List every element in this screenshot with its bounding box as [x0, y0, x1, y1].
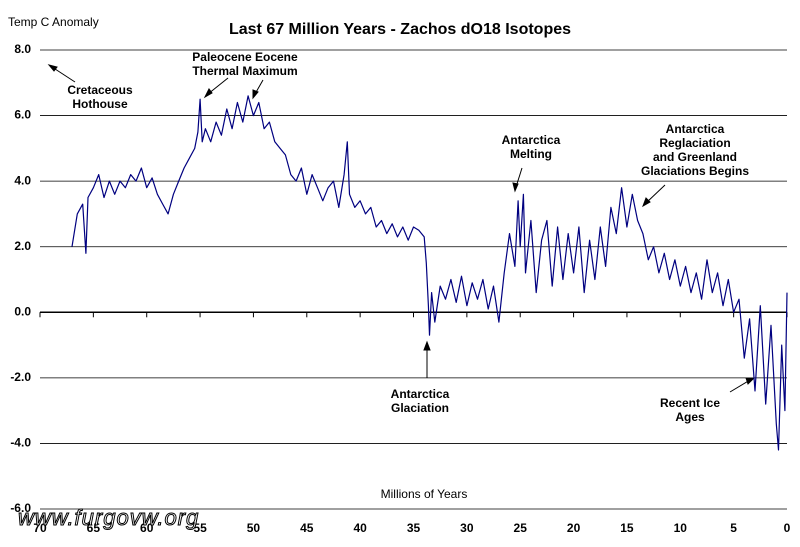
annotation: Glaciations Begins — [641, 164, 749, 178]
annotation: Melting — [510, 147, 552, 161]
annotation: Antarctica — [666, 122, 725, 136]
y-tick-label: 8.0 — [14, 42, 31, 56]
annotation: Antarctica — [391, 387, 450, 401]
annotation: Cretaceous — [67, 83, 133, 97]
annotation: Reglaciation — [659, 136, 730, 150]
x-tick-label: 0 — [784, 521, 791, 535]
x-tick-label: 35 — [407, 521, 421, 535]
y-tick-label: -2.0 — [10, 370, 31, 384]
y-tick-label: -4.0 — [10, 436, 31, 450]
x-tick-label: 5 — [730, 521, 737, 535]
y-tick-label: 4.0 — [14, 173, 31, 187]
annotation: Recent Ice — [660, 396, 720, 410]
x-tick-label: 45 — [300, 521, 314, 535]
chart-title: Last 67 Million Years - Zachos dO18 Isot… — [229, 21, 571, 38]
x-tick-label: 65 — [87, 521, 101, 535]
x-tick-label: 60 — [140, 521, 154, 535]
x-tick-label: 30 — [460, 521, 474, 535]
y-tick-label: 2.0 — [14, 239, 31, 253]
x-tick-label: 40 — [353, 521, 367, 535]
annotation: Ages — [675, 410, 705, 424]
annotation: and Greenland — [653, 150, 737, 164]
y-tick-label: 0.0 — [14, 304, 31, 318]
watermark: www.furgovw.org — [18, 505, 199, 530]
data-line — [71, 95, 788, 451]
y-tick-label: -6.0 — [10, 501, 31, 515]
annotation: Thermal Maximum — [192, 64, 297, 78]
annotation: Antarctica — [502, 133, 561, 147]
y-tick-label: 6.0 — [14, 108, 31, 122]
annotation: Hothouse — [72, 97, 128, 111]
y-axis-label: Temp C Anomaly — [8, 15, 99, 29]
x-tick-label: 15 — [620, 521, 634, 535]
annotation: Glaciation — [391, 401, 449, 415]
annotation: Paleocene Eocene — [192, 50, 298, 64]
x-tick-label: 55 — [193, 521, 207, 535]
x-tick-label: 10 — [674, 521, 688, 535]
arrows — [47, 64, 756, 393]
x-axis-label: Millions of Years — [381, 487, 468, 501]
x-tick-label: 50 — [247, 521, 261, 535]
x-tick-label: 20 — [567, 521, 581, 535]
x-tick-label: 25 — [514, 521, 528, 535]
x-tick-label: 70 — [33, 521, 47, 535]
